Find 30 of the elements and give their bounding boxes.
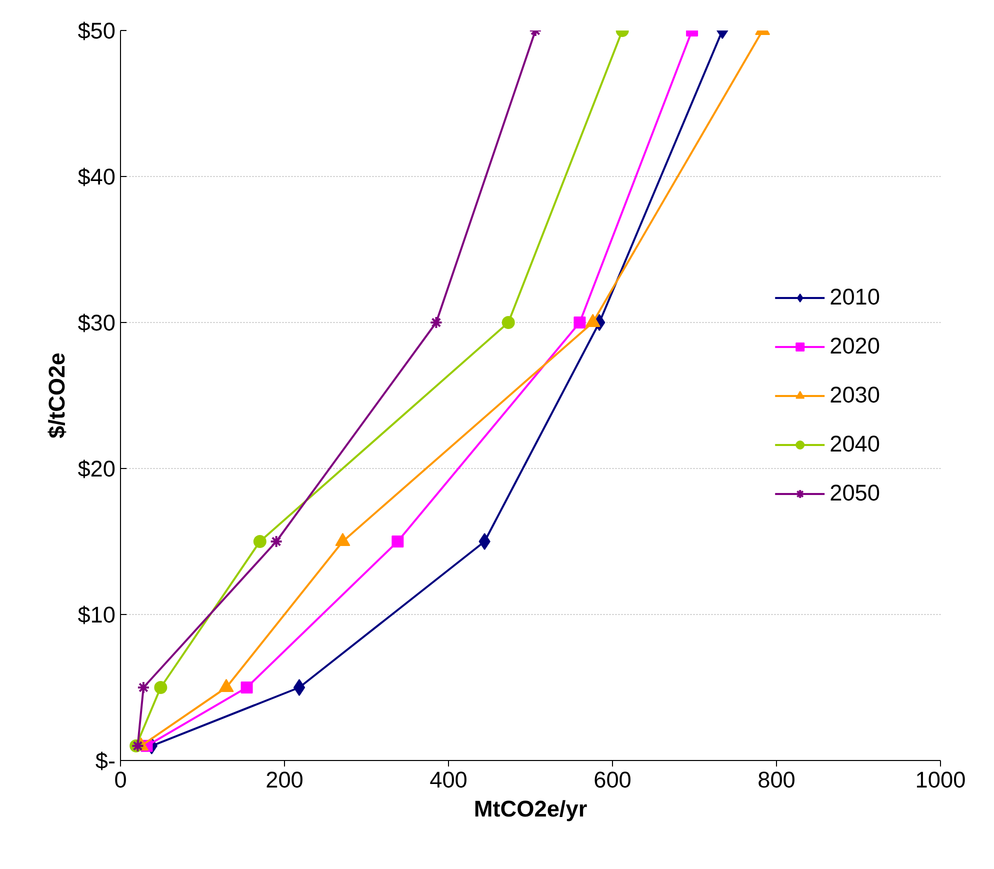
point <box>136 681 150 694</box>
point <box>502 316 515 329</box>
legend-label: 2030 <box>830 382 880 408</box>
x-tick-label: 400 <box>430 766 468 792</box>
legend-label: 2040 <box>830 430 880 458</box>
x-tick-label: 1000 <box>915 766 966 792</box>
y-tick-label: $40 <box>78 164 116 190</box>
y-axis-title: $/tCO2e <box>44 352 70 438</box>
point <box>430 316 443 329</box>
x-axis-title: MtCO2e/yr <box>474 796 588 822</box>
point <box>574 316 586 328</box>
point <box>293 679 306 696</box>
x-tick-label: 0 <box>114 766 127 792</box>
y-tick-label: $20 <box>78 456 116 482</box>
legend-label: 2010 <box>830 284 880 310</box>
y-tick-label: $50 <box>78 18 116 44</box>
x-tick-label: 600 <box>594 766 632 792</box>
point <box>478 533 490 550</box>
point <box>392 536 404 548</box>
point <box>154 681 168 694</box>
point <box>253 535 266 548</box>
y-tick-label: $10 <box>78 602 116 628</box>
x-tick-label: 800 <box>758 766 796 792</box>
x-tick-label: 200 <box>266 766 304 792</box>
point <box>240 682 253 694</box>
y-tick-label: $- <box>95 748 116 774</box>
point <box>270 535 283 548</box>
legend-label: 2050 <box>830 480 880 506</box>
y-tick-label: $30 <box>78 310 116 336</box>
legend-label: 2020 <box>830 332 880 360</box>
